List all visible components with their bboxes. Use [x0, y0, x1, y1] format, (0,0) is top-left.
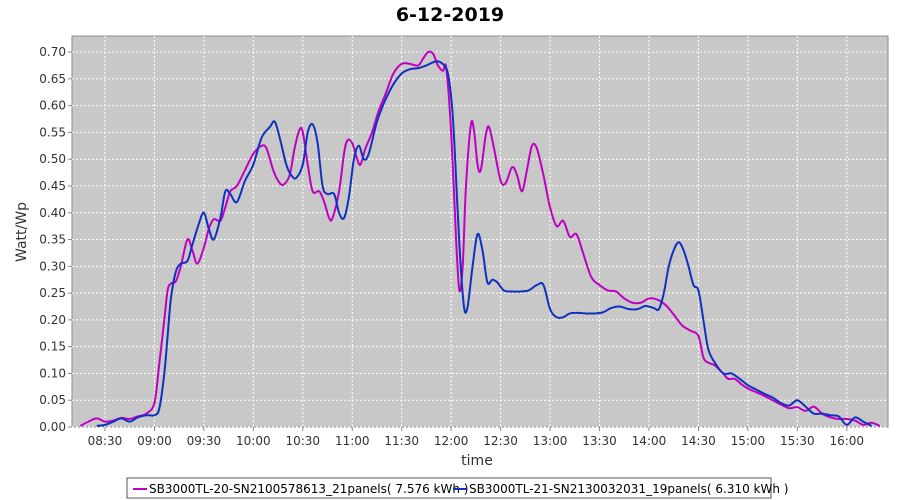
y-tick-label: 0.60	[39, 99, 66, 113]
series-line-1	[79, 50, 881, 427]
series-lines	[79, 50, 881, 427]
x-tick-label: 13:30	[582, 434, 617, 448]
x-tick-label: 09:30	[187, 434, 222, 448]
y-tick-label: 0.35	[39, 233, 66, 247]
x-tick-label: 12:30	[483, 434, 518, 448]
series-line-2	[96, 60, 872, 427]
x-tick-label: 15:30	[780, 434, 815, 448]
y-axis-label: Watt/Wp	[14, 202, 30, 262]
grid-lines	[72, 36, 888, 428]
y-tick-label: 0.50	[39, 152, 66, 166]
plot-area	[71, 35, 889, 428]
y-tick-label: 0.70	[39, 45, 66, 59]
x-tick-label: 10:00	[236, 434, 271, 448]
x-tick-label: 13:00	[533, 434, 568, 448]
legend: SB3000TL-20-SN2100578613_21panels( 7.576…	[126, 477, 788, 499]
x-tick-label: 10:30	[285, 434, 320, 448]
x-axis: 08:30 09:00 09:30 10:00 10:30 11:00 11:30 12:00…	[88, 427, 864, 448]
x-tick-label: 14:00	[632, 434, 667, 448]
y-tick-label: 0.25	[39, 286, 66, 300]
y-tick-label: 0.65	[39, 72, 66, 86]
legend-label-series-2: SB3000TL-21-SN2130032031_19panels( 6.310…	[469, 482, 788, 496]
y-tick-label: 0.30	[39, 259, 66, 273]
legend-label-series-1: SB3000TL-20-SN2100578613_21panels( 7.576…	[149, 482, 468, 496]
x-tick-label: 15:00	[731, 434, 766, 448]
chart-title: 6-12-2019	[396, 4, 504, 26]
x-tick-label: 11:30	[384, 434, 419, 448]
x-tick-label: 14:30	[681, 434, 716, 448]
x-tick-label: 08:30	[88, 434, 123, 448]
y-tick-label: 0.40	[39, 206, 66, 220]
y-axis: 0.00 0.05 0.10 0.15 0.20 0.25 0.30 0.35 0.40 0.45…	[39, 45, 72, 434]
y-tick-label: 0.00	[39, 420, 66, 434]
x-tick-label: 11:00	[335, 434, 370, 448]
y-tick-label: 0.10	[39, 366, 66, 380]
x-tick-label: 12:00	[434, 434, 469, 448]
y-tick-label: 0.05	[39, 393, 66, 407]
y-tick-label: 0.55	[39, 125, 66, 139]
y-tick-label: 0.20	[39, 313, 66, 327]
x-tick-label: 09:00	[137, 434, 172, 448]
x-tick-label: 16:00	[829, 434, 864, 448]
x-axis-label: time	[461, 453, 493, 469]
y-tick-label: 0.45	[39, 179, 66, 193]
legend-box	[126, 477, 772, 499]
y-tick-label: 0.15	[39, 340, 66, 354]
